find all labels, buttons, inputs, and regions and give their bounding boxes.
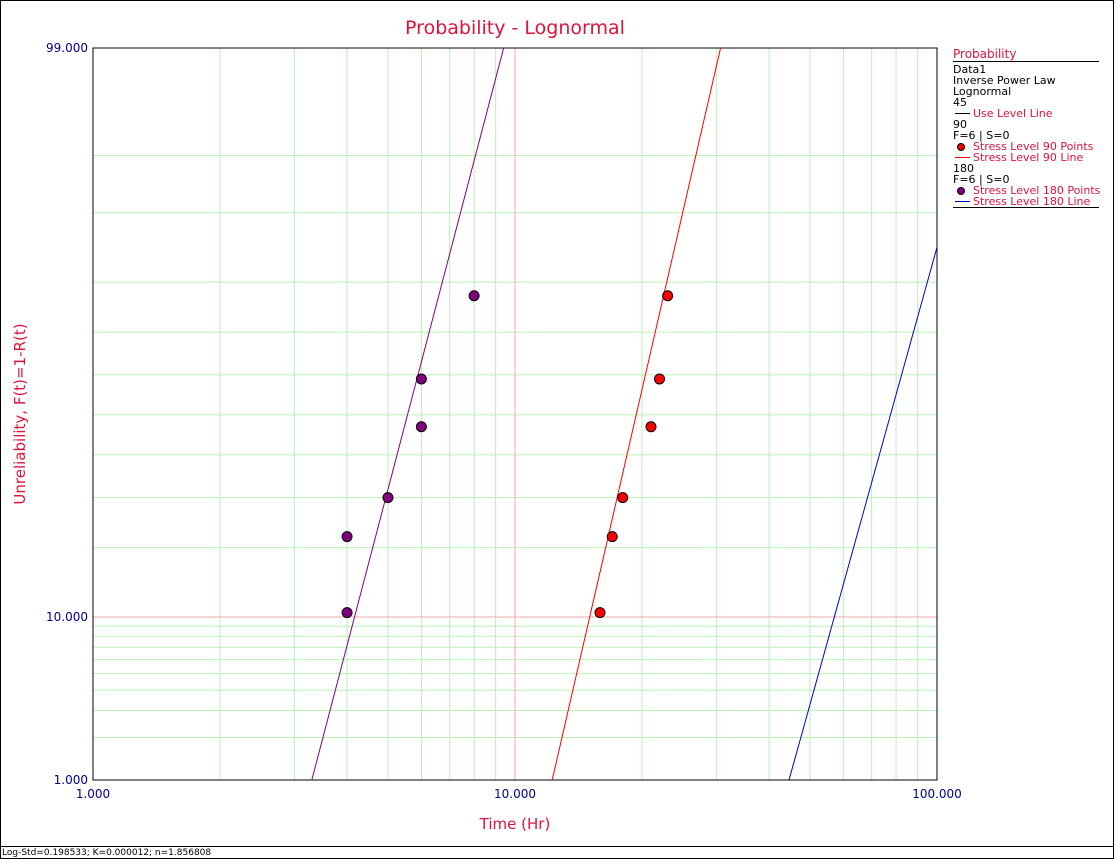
- data-point-stress-level-90-points: [654, 373, 666, 385]
- series-use-level-line: [788, 247, 937, 780]
- status-bar: Log-Std=0.198533; K=0.000012; n=1.856808: [0, 846, 1114, 859]
- legend-data-name: Data1: [953, 63, 987, 76]
- legend-item-label: Use Level Line: [973, 107, 1053, 120]
- legend-group-level: 45: [953, 96, 967, 109]
- data-point-stress-level-90-points: [617, 492, 629, 504]
- legend-line-icon: [953, 108, 973, 119]
- chart-title: Probability - Lognormal: [405, 17, 625, 39]
- series-layer: [311, 48, 937, 780]
- legend-line-icon: [953, 196, 973, 207]
- grid-layer: [93, 48, 937, 780]
- legend-dot-icon: [953, 185, 973, 196]
- legend-group-info: F=6 | S=0: [953, 129, 1010, 142]
- x-tick-label: 10.000: [494, 787, 536, 801]
- x-tick-label: 1.000: [76, 787, 110, 801]
- x-axis-label: Time (Hr): [479, 815, 551, 833]
- data-point-stress-level-90-points: [606, 531, 618, 543]
- legend-item-label: Stress Level 90 Points: [973, 140, 1094, 153]
- legend-group-info: F=6 | S=0: [953, 173, 1010, 186]
- points-layer: [341, 290, 674, 619]
- legend-item[interactable]: Use Level Line: [953, 108, 1099, 119]
- legend-group-level: 90: [953, 118, 967, 131]
- legend-item-label: Stress Level 90 Line: [973, 151, 1084, 164]
- data-point-stress-level-180-points: [415, 421, 427, 433]
- legend-dot-icon: [953, 141, 973, 152]
- legend-model: Inverse Power Law: [953, 74, 1056, 87]
- legend-item[interactable]: Stress Level 180 Points: [953, 184, 1101, 197]
- data-point-stress-level-180-points: [341, 607, 353, 619]
- legend-item-label: Stress Level 180 Points: [973, 184, 1101, 197]
- legend-group-level: 180: [953, 162, 974, 175]
- legend-item[interactable]: Stress Level 90 Line: [953, 152, 1099, 163]
- x-tick-label: 100.000: [912, 787, 962, 801]
- tick-label-layer: 1.000 10.000 100.000 1.000 10.000 99.000: [46, 41, 962, 801]
- y-tick-label: 99.000: [46, 41, 88, 55]
- data-point-stress-level-180-points: [382, 492, 394, 504]
- y-axis-label: Unreliability, F(t)=1-R(t): [11, 323, 29, 504]
- y-tick-label: 10.000: [46, 610, 88, 624]
- legend-line-icon: [953, 152, 973, 163]
- legend-distribution: Lognormal: [953, 85, 1012, 98]
- legend-item[interactable]: Stress Level 180 Line: [953, 196, 1099, 208]
- y-tick-label: 1.000: [54, 773, 88, 787]
- data-point-stress-level-90-points: [662, 290, 674, 302]
- legend-item[interactable]: Stress Level 90 Points: [953, 141, 1099, 152]
- legend-title: Probability: [953, 47, 1099, 62]
- data-point-stress-level-180-points: [468, 290, 480, 302]
- data-point-stress-level-90-points: [645, 421, 657, 433]
- legend: Probability Data1 Inverse Power Law Logn…: [953, 47, 1101, 208]
- data-point-stress-level-180-points: [415, 373, 427, 385]
- series-stress-level-90-line: [551, 48, 722, 780]
- plot-area-border: [92, 47, 938, 781]
- legend-item-label: Stress Level 180 Line: [973, 195, 1091, 208]
- data-point-stress-level-180-points: [341, 531, 353, 543]
- data-point-stress-level-90-points: [594, 607, 606, 619]
- series-stress-level-180-line: [311, 48, 505, 780]
